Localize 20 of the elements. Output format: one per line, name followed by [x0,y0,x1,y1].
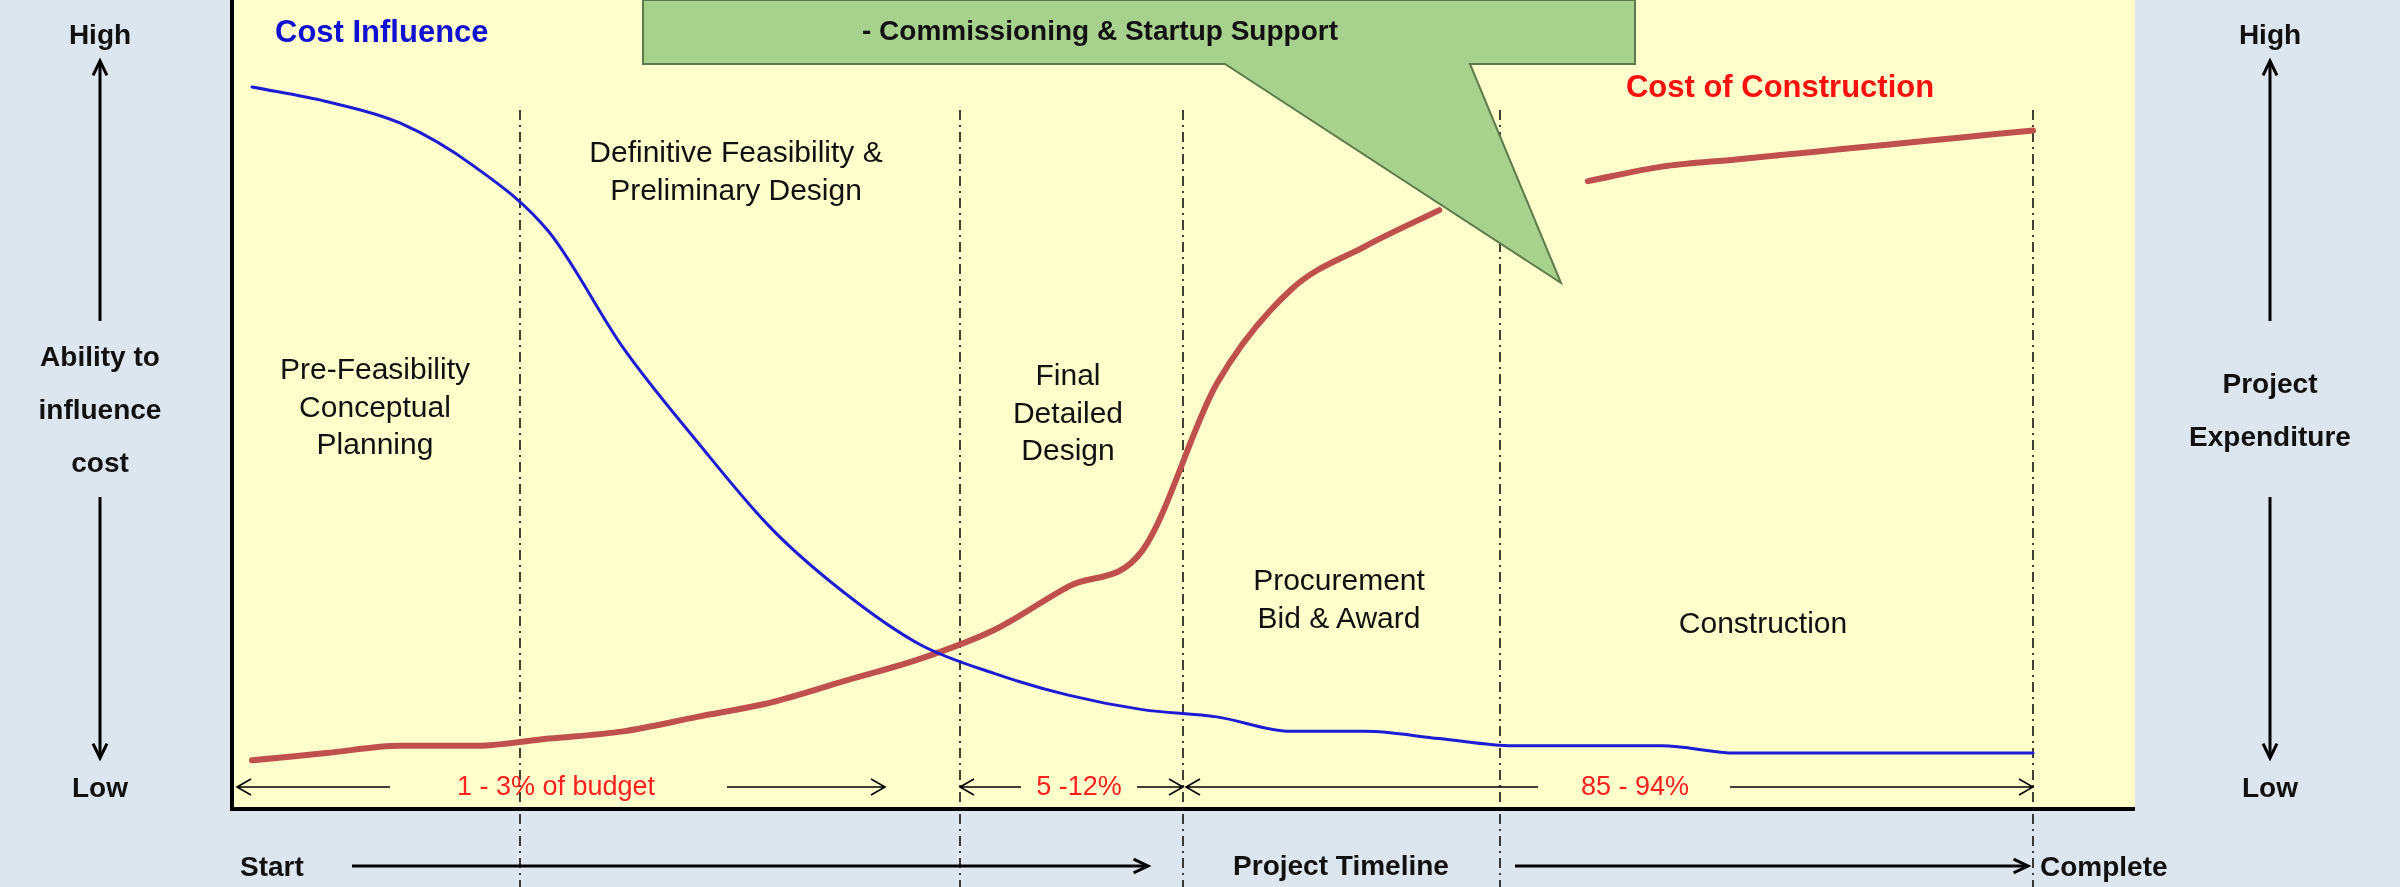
annotation: 85 - 94% [1579,770,1691,804]
x-axis-title: Project Timeline [1232,850,1450,882]
text: High [2237,17,2303,52]
annotation: 1 - 3% of budget [455,770,657,804]
annotation: Final Detailed Design [1011,356,1125,468]
annotation: 5 -12% [1035,770,1123,804]
annotation: Construction [1678,606,1848,640]
y-axis-title: Ability to influence cost [37,340,163,481]
annotation: Definitive Feasibility & Preliminary Design [588,133,884,208]
annotation: Procurement Bid & Award [1253,562,1425,633]
annotation: Pre-Feasibility Conceptual Planning [279,351,471,460]
text: Start [240,849,304,884]
text: Complete [2040,849,2168,884]
text: Low [72,771,128,803]
text: Low [2241,770,2299,805]
text: - Commissioning & Startup Support [861,13,1339,48]
y2-axis-title: Project Expenditure [2188,366,2352,454]
series-label: Cost of Construction [1624,69,1936,105]
series-label: Cost Influence [275,14,489,50]
text: High [68,18,132,50]
